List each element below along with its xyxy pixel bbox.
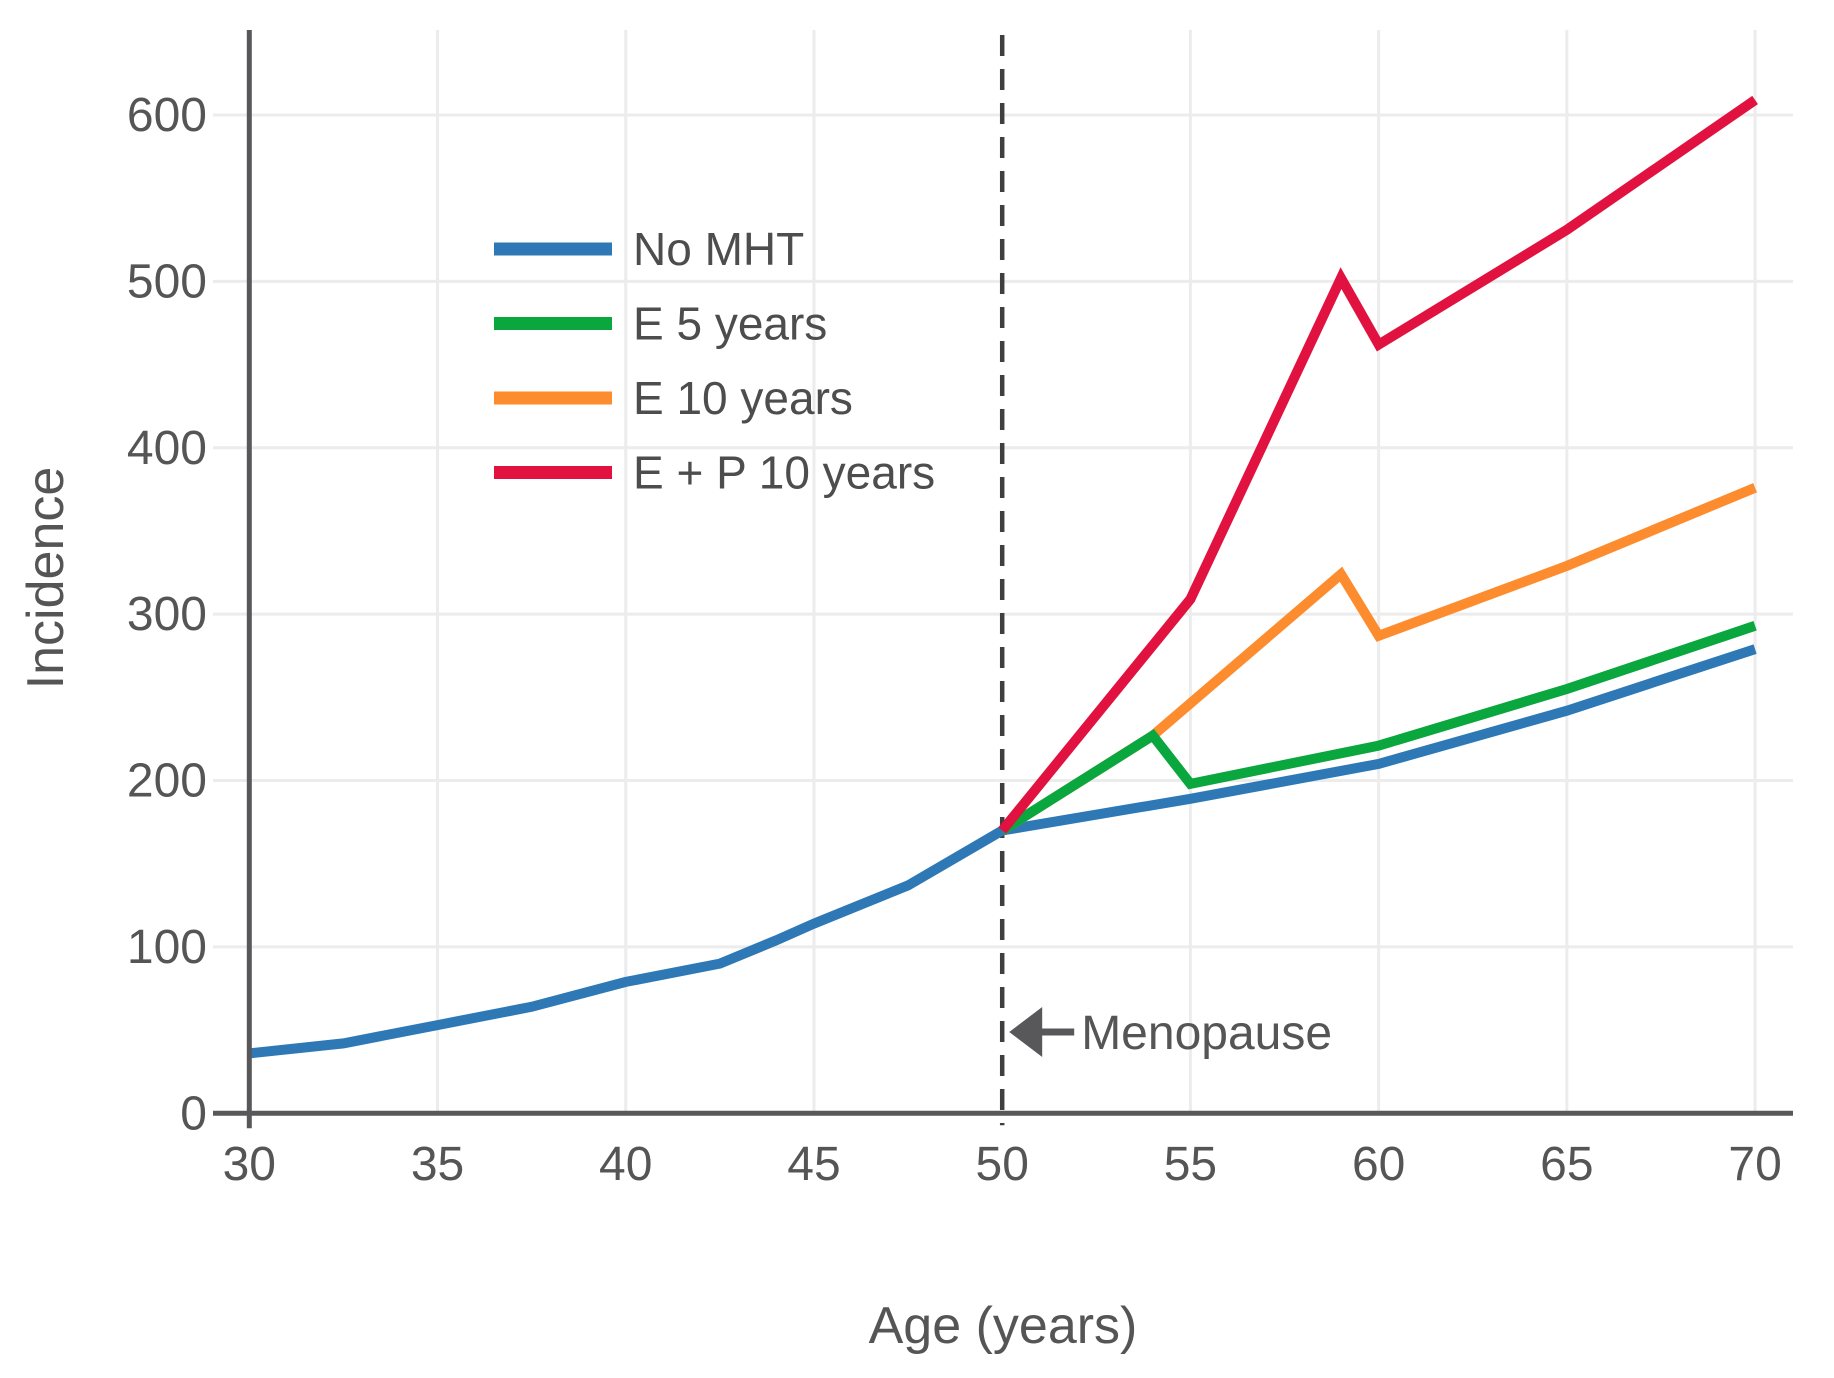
series-line-e-p-10-years	[998, 95, 1758, 834]
y-tick-label: 300	[127, 588, 207, 641]
x-tick-label: 70	[1728, 1138, 1781, 1191]
y-tick-label: 0	[180, 1087, 207, 1140]
menopause-arrow-shaft	[1040, 1028, 1075, 1036]
y-tick-label: 500	[127, 255, 207, 308]
menopause-arrow-icon	[1009, 1007, 1043, 1057]
legend-swatch	[494, 391, 612, 405]
x-tick-label: 50	[976, 1138, 1029, 1191]
legend-swatch	[494, 466, 612, 479]
y-axis-title: Incidence	[17, 466, 75, 690]
y-tick-label: 100	[127, 921, 207, 974]
x-axis-title: Age (years)	[868, 1297, 1138, 1355]
series-line-no-mht	[248, 644, 1757, 1059]
legend-swatch	[494, 317, 612, 330]
legend-label: E 10 years	[633, 372, 853, 424]
x-tick-label: 60	[1352, 1138, 1405, 1191]
y-tick-label: 200	[127, 755, 207, 808]
legend-label: E + P 10 years	[633, 447, 935, 499]
legend-label: E 5 years	[633, 298, 827, 350]
legend-swatch	[494, 242, 612, 256]
y-tick-label: 400	[127, 422, 207, 475]
x-tick-label: 65	[1540, 1138, 1593, 1191]
x-tick-label: 40	[599, 1138, 652, 1191]
series-line-e-5-years	[999, 621, 1757, 835]
menopause-annotation-label: Menopause	[1081, 1007, 1332, 1060]
legend-label: No MHT	[633, 223, 804, 275]
x-tick-label: 55	[1164, 1138, 1217, 1191]
y-tick-label: 600	[127, 89, 207, 142]
x-tick-label: 30	[223, 1138, 276, 1191]
x-tick-label: 35	[411, 1138, 464, 1191]
x-tick-label: 45	[787, 1138, 840, 1191]
